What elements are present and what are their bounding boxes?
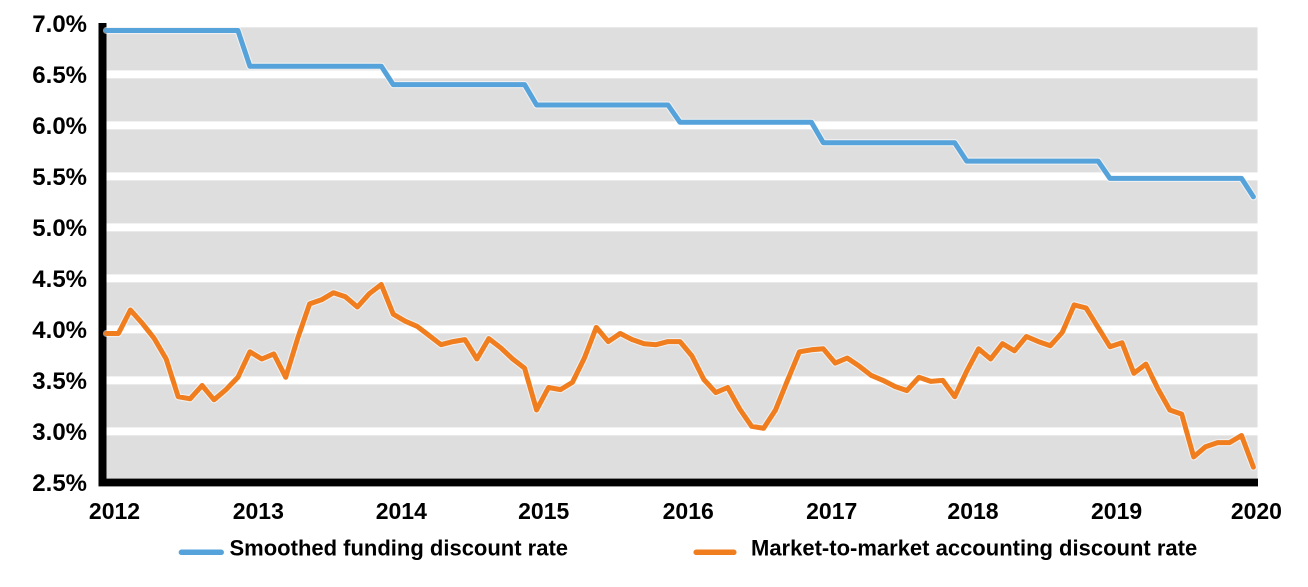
- svg-text:3.0%: 3.0%: [32, 419, 87, 446]
- svg-text:2016: 2016: [663, 498, 714, 524]
- svg-text:Smoothed funding discount rate: Smoothed funding discount rate: [230, 536, 569, 561]
- svg-text:2015: 2015: [518, 498, 569, 524]
- svg-text:2018: 2018: [947, 498, 998, 524]
- svg-text:2017: 2017: [806, 498, 857, 524]
- svg-text:2014: 2014: [376, 498, 427, 524]
- svg-text:2020: 2020: [1231, 498, 1282, 524]
- svg-text:2013: 2013: [233, 498, 284, 524]
- svg-text:Market-to-market accounting di: Market-to-market accounting discount rat…: [751, 536, 1197, 561]
- svg-text:2019: 2019: [1091, 498, 1142, 524]
- svg-text:5.5%: 5.5%: [32, 164, 87, 191]
- svg-text:6.5%: 6.5%: [32, 62, 87, 89]
- svg-text:7.0%: 7.0%: [32, 11, 87, 38]
- svg-text:3.5%: 3.5%: [32, 368, 87, 395]
- svg-text:4.0%: 4.0%: [32, 317, 87, 344]
- svg-text:6.0%: 6.0%: [32, 113, 87, 140]
- svg-text:2.5%: 2.5%: [32, 470, 87, 497]
- svg-text:5.0%: 5.0%: [32, 215, 87, 242]
- svg-text:4.5%: 4.5%: [32, 266, 87, 293]
- svg-text:2012: 2012: [89, 498, 140, 524]
